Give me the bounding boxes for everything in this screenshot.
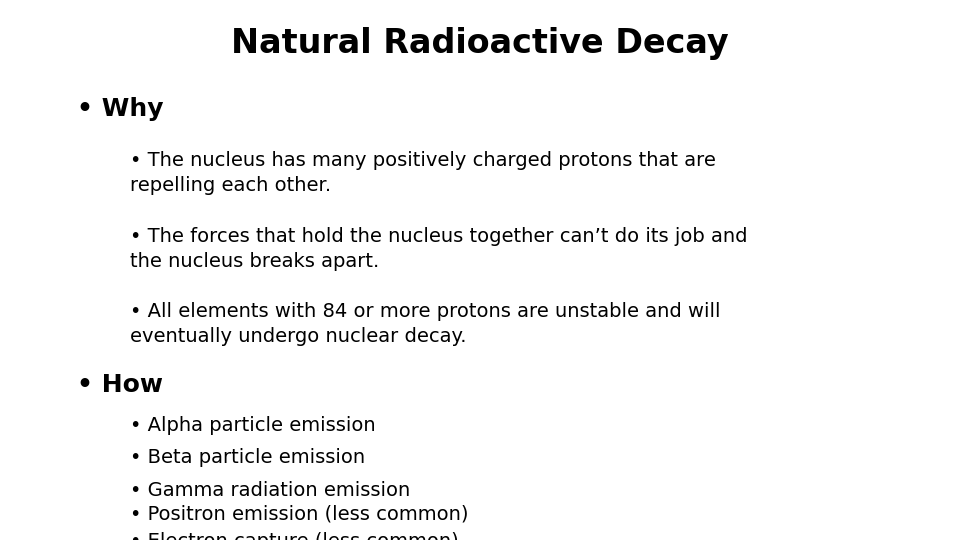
Text: • Why: • Why	[77, 97, 163, 121]
Text: • The forces that hold the nucleus together can’t do its job and
the nucleus bre: • The forces that hold the nucleus toget…	[130, 227, 747, 271]
Text: • Electron capture (less common): • Electron capture (less common)	[130, 532, 458, 540]
Text: • Beta particle emission: • Beta particle emission	[130, 448, 365, 467]
Text: Natural Radioactive Decay: Natural Radioactive Decay	[231, 27, 729, 60]
Text: • Alpha particle emission: • Alpha particle emission	[130, 416, 375, 435]
Text: • Gamma radiation emission: • Gamma radiation emission	[130, 481, 410, 500]
Text: • How: • How	[77, 373, 163, 396]
Text: • The nucleus has many positively charged protons that are
repelling each other.: • The nucleus has many positively charge…	[130, 151, 715, 195]
Text: • Positron emission (less common): • Positron emission (less common)	[130, 505, 468, 524]
Text: • All elements with 84 or more protons are unstable and will
eventually undergo : • All elements with 84 or more protons a…	[130, 302, 720, 346]
